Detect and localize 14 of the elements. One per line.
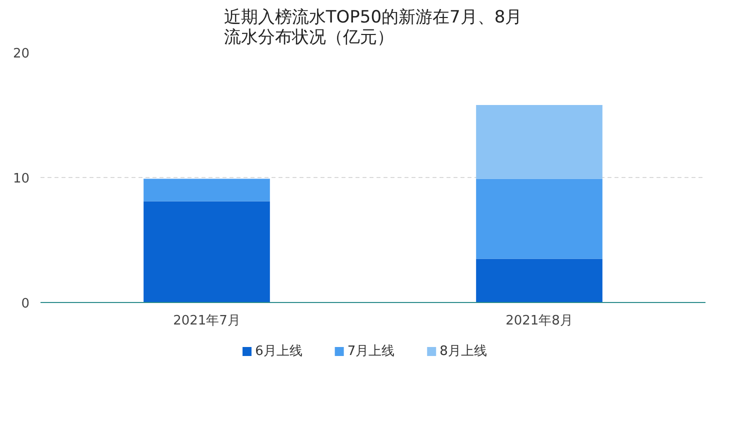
legend-label: 7月上线 [347, 344, 395, 359]
y-tick-label: 20 [12, 46, 30, 62]
x-tick-label: 2021年8月 [506, 314, 573, 328]
bar [476, 178, 602, 259]
chart-title: 近期入榜流水TOP50的新游在7月、8月流水分布状况（亿元） [224, 8, 522, 48]
legend-label: 6月上线 [255, 344, 302, 359]
y-tick-label: 10 [12, 172, 30, 186]
legend-label: 8月上线 [440, 344, 487, 359]
bar [144, 178, 270, 202]
y-tick-label: 0 [21, 296, 30, 312]
bar [144, 201, 270, 302]
x-tick-label: 2021年7月 [173, 314, 240, 328]
bar [476, 105, 602, 179]
bar [476, 258, 602, 302]
